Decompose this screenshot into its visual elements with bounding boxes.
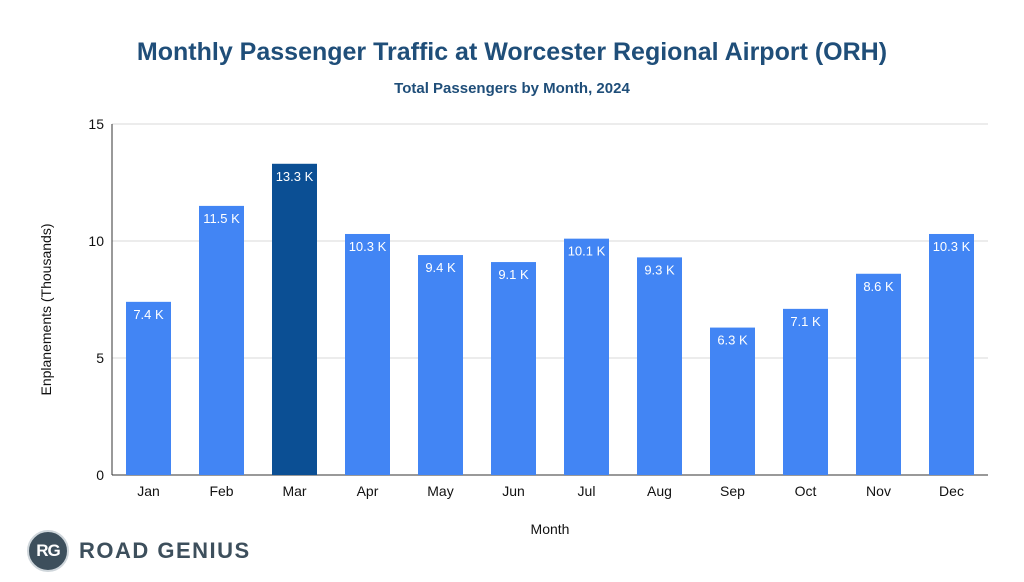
bar: [272, 163, 317, 475]
bar: [491, 262, 536, 475]
data-label: 10.3 K: [933, 239, 971, 254]
x-tick-label: Jun: [502, 483, 525, 499]
x-axis-title: Month: [531, 521, 570, 537]
chart-title: Monthly Passenger Traffic at Worcester R…: [136, 38, 888, 66]
x-tick-label: May: [427, 483, 453, 499]
y-tick-label: 5: [96, 350, 104, 366]
bar: [637, 257, 682, 475]
x-tick-label: Dec: [939, 483, 964, 499]
bar: [710, 327, 755, 475]
data-label: 9.1 K: [498, 267, 529, 282]
x-tick-label: Jan: [137, 483, 160, 499]
data-label: 11.5 K: [203, 211, 240, 226]
x-tick-label: Oct: [795, 483, 817, 499]
bar: [199, 205, 244, 475]
data-label: 7.1 K: [790, 314, 821, 329]
bar: [564, 238, 609, 475]
x-tick-label: Nov: [866, 483, 891, 499]
data-label: 10.1 K: [568, 244, 606, 259]
bar: [418, 255, 463, 475]
data-label: 6.3 K: [717, 333, 748, 348]
x-tick-label: Sep: [720, 483, 745, 499]
x-tick-label: Jul: [578, 483, 596, 499]
logo-mark-icon: RG: [27, 530, 69, 572]
chart-subtitle: Total Passengers by Month, 2024: [394, 80, 630, 97]
y-tick-label: 0: [96, 467, 104, 483]
bar: [345, 233, 390, 475]
logo-text: ROAD GENIUS: [79, 538, 251, 563]
bar: [929, 233, 974, 475]
bar: [783, 308, 828, 475]
bar: [126, 301, 171, 475]
x-tick-label: Mar: [282, 483, 306, 499]
x-tick-label: Apr: [357, 483, 379, 499]
x-tick-label: Feb: [209, 483, 233, 499]
x-tick-label: Aug: [647, 483, 672, 499]
road-genius-logo: RG ROAD GENIUS: [27, 528, 251, 574]
data-label: 9.4 K: [425, 260, 456, 275]
data-label: 8.6 K: [863, 279, 894, 294]
data-label: 13.3 K: [276, 169, 314, 184]
bar: [856, 273, 901, 475]
data-label: 10.3 K: [349, 239, 387, 254]
y-tick-label: 10: [88, 233, 104, 249]
data-label: 9.3 K: [644, 262, 675, 277]
y-tick-label: 15: [88, 116, 104, 132]
y-axis-title: Enplanements (Thousands): [38, 224, 54, 396]
data-label: 7.4 K: [133, 307, 164, 322]
